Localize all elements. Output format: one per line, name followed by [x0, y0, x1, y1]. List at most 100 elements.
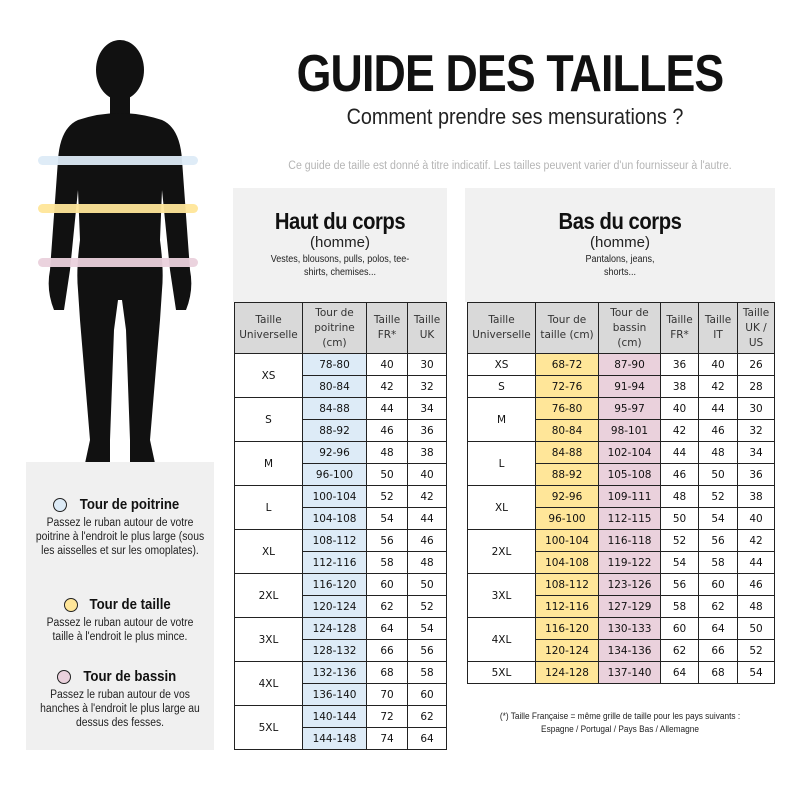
value-cell: 109-111 [598, 485, 661, 508]
value-cell: 28 [737, 375, 775, 398]
waist-dot-icon [63, 597, 78, 612]
table-row: M 92-96 48 38 [234, 441, 447, 486]
value-cell: 70 [366, 683, 408, 706]
value-cell: 44 [407, 507, 447, 530]
value-cell: 40 [698, 353, 738, 376]
value-cell: 132-136 [302, 661, 367, 684]
header-row: Taille Universelle Tour de taille (cm) Tou… [467, 302, 775, 354]
size-cell: 5XL [467, 661, 536, 684]
table-row: 104-108 119-122 54 58 44 [468, 551, 775, 574]
value-cell: 52 [737, 639, 775, 662]
value-cell: 48 [407, 551, 447, 574]
value-cell: 108-112 [302, 529, 367, 552]
value-cell: 116-118 [598, 529, 661, 552]
value-cell: 124-128 [302, 617, 367, 640]
value-cell: 50 [660, 507, 699, 530]
value-cell: 48 [660, 485, 699, 508]
value-cell: 62 [407, 705, 447, 728]
value-cell: 50 [407, 573, 447, 596]
value-cell: 40 [366, 353, 408, 376]
column-header: Tour de poitrine (cm) [302, 302, 367, 354]
table-row: 2XL 116-120 60 50 [234, 573, 447, 618]
hips-dot-icon [57, 669, 72, 684]
value-cell: 44 [660, 441, 699, 464]
chest-band [38, 156, 198, 165]
top-sub: (homme) [309, 234, 370, 251]
value-cell: 92-96 [535, 485, 599, 508]
table-row: S 72-76 91-94 38 42 28 [467, 375, 775, 398]
value-cell: 32 [407, 375, 447, 398]
value-cell: 44 [366, 397, 408, 420]
value-cell: 40 [737, 507, 775, 530]
value-cell: 56 [660, 573, 699, 596]
size-cell: S [234, 397, 303, 442]
value-cell: 60 [660, 617, 699, 640]
size-cell: 4XL [234, 661, 303, 706]
column-header: Taille UK [407, 302, 447, 354]
table-row: L 84-88 102-104 44 48 34 [467, 441, 775, 486]
value-cell: 30 [737, 397, 775, 420]
value-cell: 144-148 [302, 727, 367, 750]
column-header: Taille UK / US [737, 302, 775, 354]
value-cell: 46 [737, 573, 775, 596]
value-cell: 40 [407, 463, 447, 486]
value-cell: 48 [737, 595, 775, 618]
value-cell: 66 [698, 639, 738, 662]
value-cell: 137-140 [598, 661, 661, 684]
value-cell: 78-80 [302, 353, 367, 376]
value-cell: 120-124 [535, 639, 599, 662]
value-cell: 54 [407, 617, 447, 640]
footnote-line2: Espagne / Portugal / Pays Bas / Allemagn… [541, 724, 699, 734]
size-cell: XS [467, 353, 536, 376]
value-cell: 42 [698, 375, 738, 398]
legend-title: Tour de taille [89, 596, 171, 613]
value-cell: 34 [407, 397, 447, 420]
footnote: (*) Taille Française = même grille de ta… [482, 710, 758, 736]
value-cell: 108-112 [535, 573, 599, 596]
table-row: 88-92 105-108 46 50 36 [468, 463, 775, 486]
disclaimer: Ce guide de taille est donné à titre ind… [288, 160, 732, 172]
value-cell: 116-120 [535, 617, 599, 640]
value-cell: 74 [366, 727, 408, 750]
bottom-desc: Pantalons, jeans, shorts... [585, 254, 655, 278]
legend-text: Passez le ruban autour de votre taille à… [46, 617, 194, 643]
value-cell: 46 [698, 419, 738, 442]
value-cell: 87-90 [598, 353, 661, 376]
table-row: 4XL 116-120 130-133 60 64 50 [467, 617, 775, 662]
top-size-table: Taille Universelle Tour de poitrine (cm) T… [234, 302, 447, 750]
value-cell: 32 [737, 419, 775, 442]
value-cell: 104-108 [302, 507, 367, 530]
value-cell: 50 [737, 617, 775, 640]
top-title: Haut du corps [274, 208, 406, 234]
value-cell: 54 [660, 551, 699, 574]
table-row: 3XL 108-112 123-126 56 60 46 [467, 573, 775, 618]
size-cell: M [234, 441, 303, 486]
value-cell: 52 [698, 485, 738, 508]
value-cell: 26 [737, 353, 775, 376]
legend-chest: Tour de poitrine Passez le ruban autour … [26, 496, 214, 558]
value-cell: 42 [407, 485, 447, 508]
value-cell: 38 [660, 375, 699, 398]
value-cell: 105-108 [598, 463, 661, 486]
table-row: 112-116 127-129 58 62 48 [468, 595, 775, 618]
value-cell: 96-100 [302, 463, 367, 486]
value-cell: 52 [660, 529, 699, 552]
value-cell: 56 [407, 639, 447, 662]
size-cell: 3XL [234, 617, 303, 662]
value-cell: 38 [407, 441, 447, 464]
size-cell: XL [467, 485, 536, 530]
legend-text: Passez le ruban autour de votre poitrine… [35, 517, 205, 557]
top-panel: Haut du corps (homme) Vestes, blousons, … [233, 188, 447, 302]
table-row: 136-140 70 60 [235, 683, 447, 706]
value-cell: 46 [407, 529, 447, 552]
column-header: Taille IT [698, 302, 738, 354]
column-header: Tour de bassin (cm) [598, 302, 661, 354]
bottom-sub: (homme) [589, 234, 650, 251]
value-cell: 116-120 [302, 573, 367, 596]
bottom-panel: Bas du corps (homme) Pantalons, jeans, s… [465, 188, 775, 302]
header-row: Taille Universelle Tour de poitrine (cm) T… [234, 302, 447, 354]
value-cell: 124-128 [535, 661, 599, 684]
value-cell: 96-100 [535, 507, 599, 530]
value-cell: 98-101 [598, 419, 661, 442]
value-cell: 140-144 [302, 705, 367, 728]
